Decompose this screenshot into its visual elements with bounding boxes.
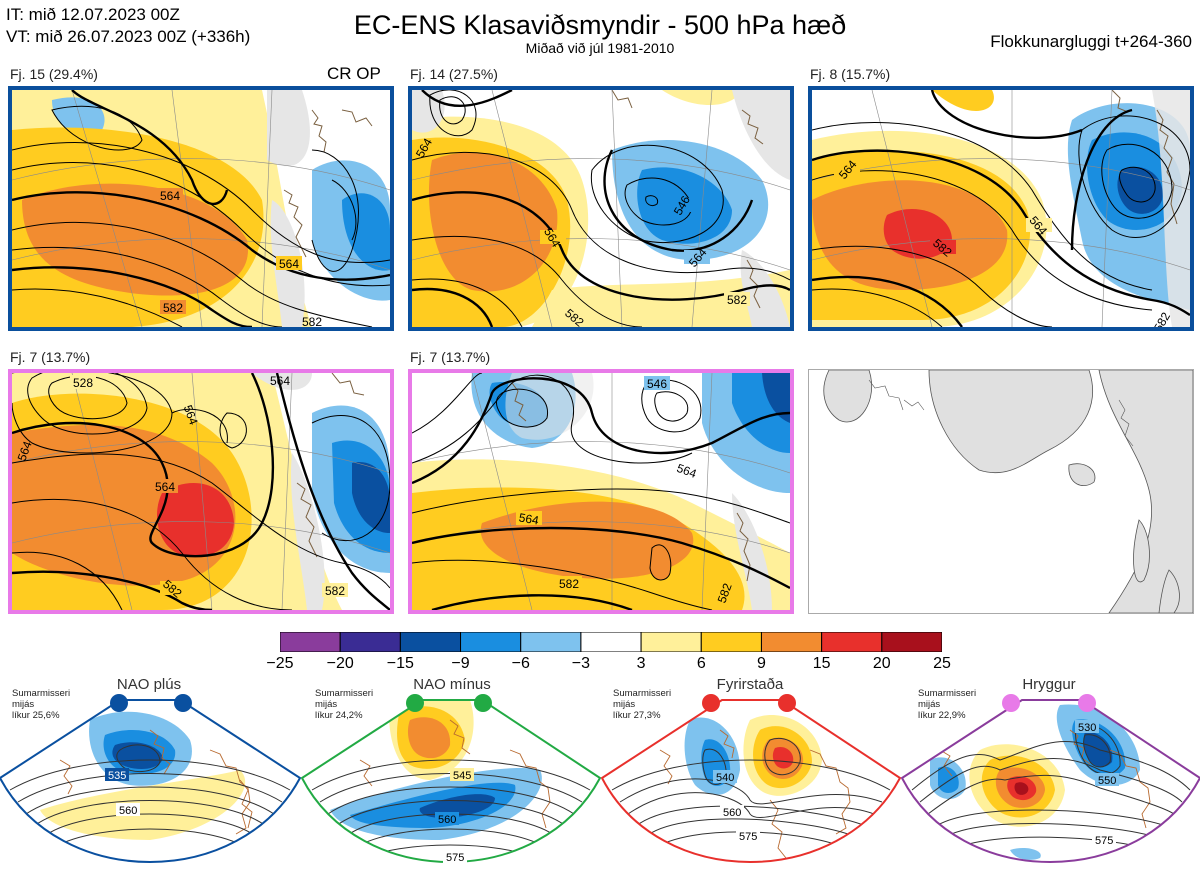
- contour-label: 550: [1098, 775, 1116, 787]
- contour-label: 545: [453, 770, 471, 782]
- regime-map-nao-minus: 545 560 575: [300, 694, 602, 864]
- panel-4-label: Fj. 7 (13.7%): [10, 349, 91, 365]
- colorbar-segment: [821, 631, 883, 653]
- contour-label: 582: [727, 293, 747, 307]
- contour-label: 535: [108, 770, 126, 782]
- regime-marker: [110, 694, 128, 712]
- contour-label: 582: [559, 577, 579, 591]
- contour-label: 564: [675, 461, 699, 481]
- contour-label: 546: [647, 377, 667, 391]
- panel-2-label: Fj. 14 (27.5%): [410, 66, 498, 82]
- contour-label: 560: [119, 805, 137, 817]
- contour-label: 564: [518, 510, 540, 527]
- contour-label: 560: [723, 807, 741, 819]
- colorbar-tick-label: −15: [386, 655, 414, 672]
- cluster-map-5: 546 564 564 582 582: [408, 369, 794, 614]
- regime-map-blocking: 540 560 575: [600, 694, 902, 863]
- cluster-map-1: 564 564 582 582: [8, 86, 394, 331]
- colorbar-tick-label: 3: [636, 655, 646, 672]
- colorbar-segment: [760, 631, 823, 653]
- colorbar-tick-label: −6: [511, 655, 530, 672]
- regime-marker: [1078, 694, 1096, 712]
- contour-label: 564: [270, 374, 290, 388]
- cluster-map-4: 528 564 564 564 564 582 582: [8, 369, 394, 614]
- colorbar-tick-label: 25: [933, 655, 951, 672]
- contour-label: 564: [155, 480, 175, 494]
- colorbar-segment: [279, 631, 341, 653]
- contour-label: 582: [715, 581, 735, 605]
- base-map-panel: [808, 369, 1194, 614]
- regime-map-nao-plus: 535 560: [0, 694, 302, 863]
- cluster-map-3-graphic: 564 564 582 582: [812, 90, 1190, 327]
- page-title: EC-ENS Klasaviðsmyndir - 500 hPa hæð: [353, 10, 847, 40]
- contour-label: 582: [325, 584, 345, 598]
- panel-1-label: Fj. 15 (29.4%): [10, 66, 98, 82]
- regime-map-ridge: 530 550 575: [900, 694, 1200, 863]
- contour-label: 564: [15, 439, 35, 463]
- colorbar-segment: [881, 631, 943, 653]
- regime-4-title: Hryggur: [1022, 676, 1076, 693]
- contour-label: 564: [279, 257, 299, 271]
- contour-label: 575: [446, 852, 464, 864]
- regime-marker: [778, 694, 796, 712]
- colorbar-segment: [700, 631, 762, 653]
- contour-label: 582: [302, 315, 322, 327]
- panel-3-label: Fj. 8 (15.7%): [810, 66, 891, 82]
- cluster-map-5-graphic: 546 564 564 582 582: [412, 373, 790, 610]
- colorbar-segment: [460, 631, 522, 653]
- colorbar-tick-label: −3: [571, 655, 591, 672]
- colorbar-graphic: [279, 631, 943, 653]
- regime-1-title: NAO plús: [116, 676, 182, 693]
- colorbar-tick-label: 9: [757, 655, 766, 672]
- contour-label: 530: [1078, 722, 1096, 734]
- colorbar-segment: [399, 631, 462, 653]
- colorbar-segment: [339, 631, 401, 653]
- initial-time: IT: mið 12.07.2023 00Z: [6, 5, 180, 24]
- contour-label: 540: [716, 772, 734, 784]
- cluster-map-2-graphic: 564 564 546 564 582 582: [412, 90, 790, 327]
- run-info: IT: mið 12.07.2023 00Z VT: mið 26.07.202…: [6, 4, 250, 48]
- classification-window: Flokkunargluggi t+264-360: [990, 32, 1192, 51]
- colorbar-segment: [520, 631, 582, 653]
- regime-1-info: Sumarmisseri mijás líkur 25,6%: [12, 688, 71, 721]
- regime-4-info: Sumarmisseri mijás líkur 22,9%: [918, 688, 977, 721]
- base-map-graphic: [809, 370, 1193, 613]
- regime-3-title: Fyrirstaða: [716, 676, 784, 693]
- valid-time: VT: mið 26.07.2023 00Z (+336h): [6, 27, 251, 46]
- regime-marker: [174, 694, 192, 712]
- panel-1-op-label: CR OP: [327, 64, 381, 83]
- colorbar-tick-label: −25: [266, 655, 294, 672]
- regime-3-info: Sumarmisseri mijás líkur 27,3%: [613, 688, 672, 721]
- colorbar-tick-label: −20: [326, 655, 354, 672]
- contour-label: 528: [73, 376, 93, 390]
- panel-5-label: Fj. 7 (13.7%): [410, 349, 491, 365]
- page-subtitle: Miðað við júl 1981-2010: [525, 40, 675, 56]
- colorbar-tick-label: 6: [696, 655, 706, 672]
- colorbar-tick-label: 15: [812, 655, 831, 672]
- cluster-map-4-graphic: 528 564 564 564 564 582 582: [12, 373, 390, 610]
- contour-label: 560: [438, 814, 456, 826]
- colorbar-tick-label: 20: [872, 655, 891, 672]
- contour-label: 575: [1095, 835, 1113, 847]
- cluster-map-2: 564 564 546 564 582 582: [408, 86, 794, 331]
- cluster-map-3: 564 564 582 582: [808, 86, 1194, 331]
- colorbar-tick-label: −9: [451, 655, 470, 672]
- regime-2-info: Sumarmisseri mijás líkur 24,2%: [315, 688, 374, 721]
- contour-label: 582: [163, 301, 183, 315]
- contour-label: 575: [739, 831, 757, 843]
- regime-marker: [474, 694, 492, 712]
- contour-label: 564: [160, 189, 180, 203]
- contour-label: 564: [181, 403, 201, 427]
- colorbar-segment: [580, 631, 642, 653]
- regime-marker: [1002, 694, 1020, 712]
- anomaly-colorbar: [279, 631, 943, 653]
- regime-marker: [702, 694, 720, 712]
- cluster-map-1-graphic: 564 564 582 582: [12, 90, 390, 327]
- regime-marker: [406, 694, 424, 712]
- colorbar-segment: [640, 631, 702, 653]
- regime-2-title: NAO mínus: [413, 676, 491, 693]
